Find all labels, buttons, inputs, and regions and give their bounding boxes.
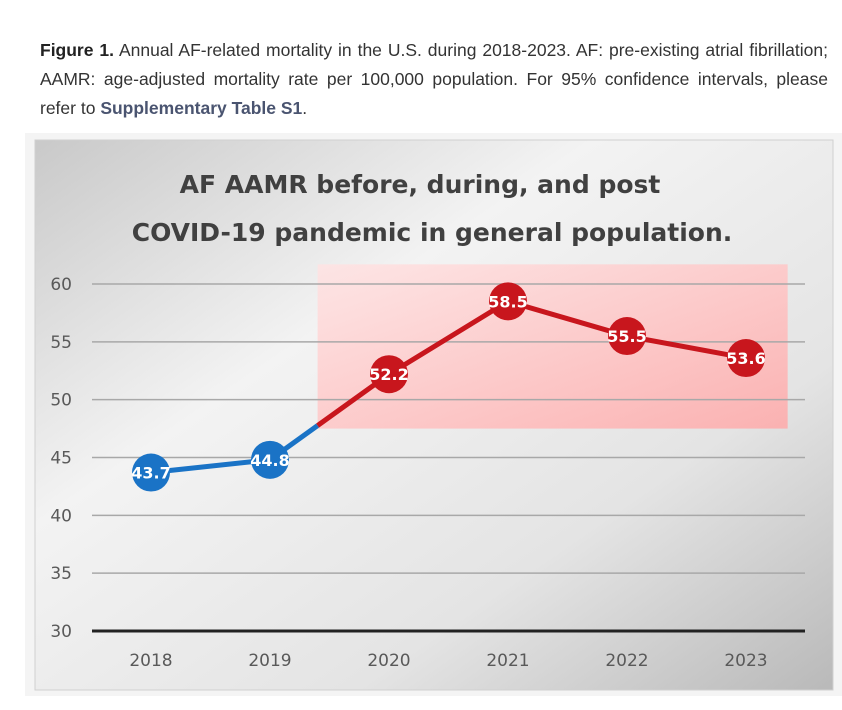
figure-caption: Figure 1. Annual AF-related mortality in… (40, 36, 828, 123)
caption-label: Figure 1. (40, 40, 114, 60)
chart-title-line-1: AF AAMR before, during, and post (180, 170, 661, 199)
y-tick-label: 45 (50, 449, 72, 469)
x-tick-label: 2022 (605, 651, 648, 671)
data-point-marker (608, 317, 646, 356)
data-point-marker (132, 453, 170, 492)
caption-text: Annual AF-related mortality in the U.S. … (40, 40, 828, 118)
data-label: 52.2 (369, 365, 408, 384)
x-tick-label: 2019 (248, 651, 291, 671)
supplementary-table-link[interactable]: Supplementary Table S1 (100, 98, 303, 118)
data-label: 58.5 (488, 292, 527, 311)
x-tick-label: 2021 (486, 651, 529, 671)
y-tick-label: 55 (50, 333, 72, 353)
data-point-marker (251, 440, 289, 479)
y-tick-label: 60 (50, 275, 72, 295)
data-point-marker (727, 339, 765, 378)
chart-title-line-2: COVID-19 pandemic in general population. (132, 218, 733, 247)
y-tick-label: 40 (50, 506, 72, 526)
data-label: 44.8 (250, 451, 289, 470)
data-point-marker (489, 282, 527, 321)
y-tick-label: 50 (50, 391, 72, 411)
caption-end: . (302, 98, 308, 118)
y-tick-label: 30 (50, 622, 72, 642)
data-label: 53.6 (726, 349, 765, 368)
data-label: 55.5 (607, 327, 646, 346)
data-label: 43.7 (131, 464, 170, 483)
pandemic-highlight-region (317, 264, 788, 429)
y-tick-label: 35 (50, 564, 72, 584)
x-tick-label: 2020 (367, 651, 410, 671)
data-point-marker (370, 355, 408, 394)
x-tick-label: 2018 (129, 651, 172, 671)
x-tick-label: 2023 (724, 651, 767, 671)
